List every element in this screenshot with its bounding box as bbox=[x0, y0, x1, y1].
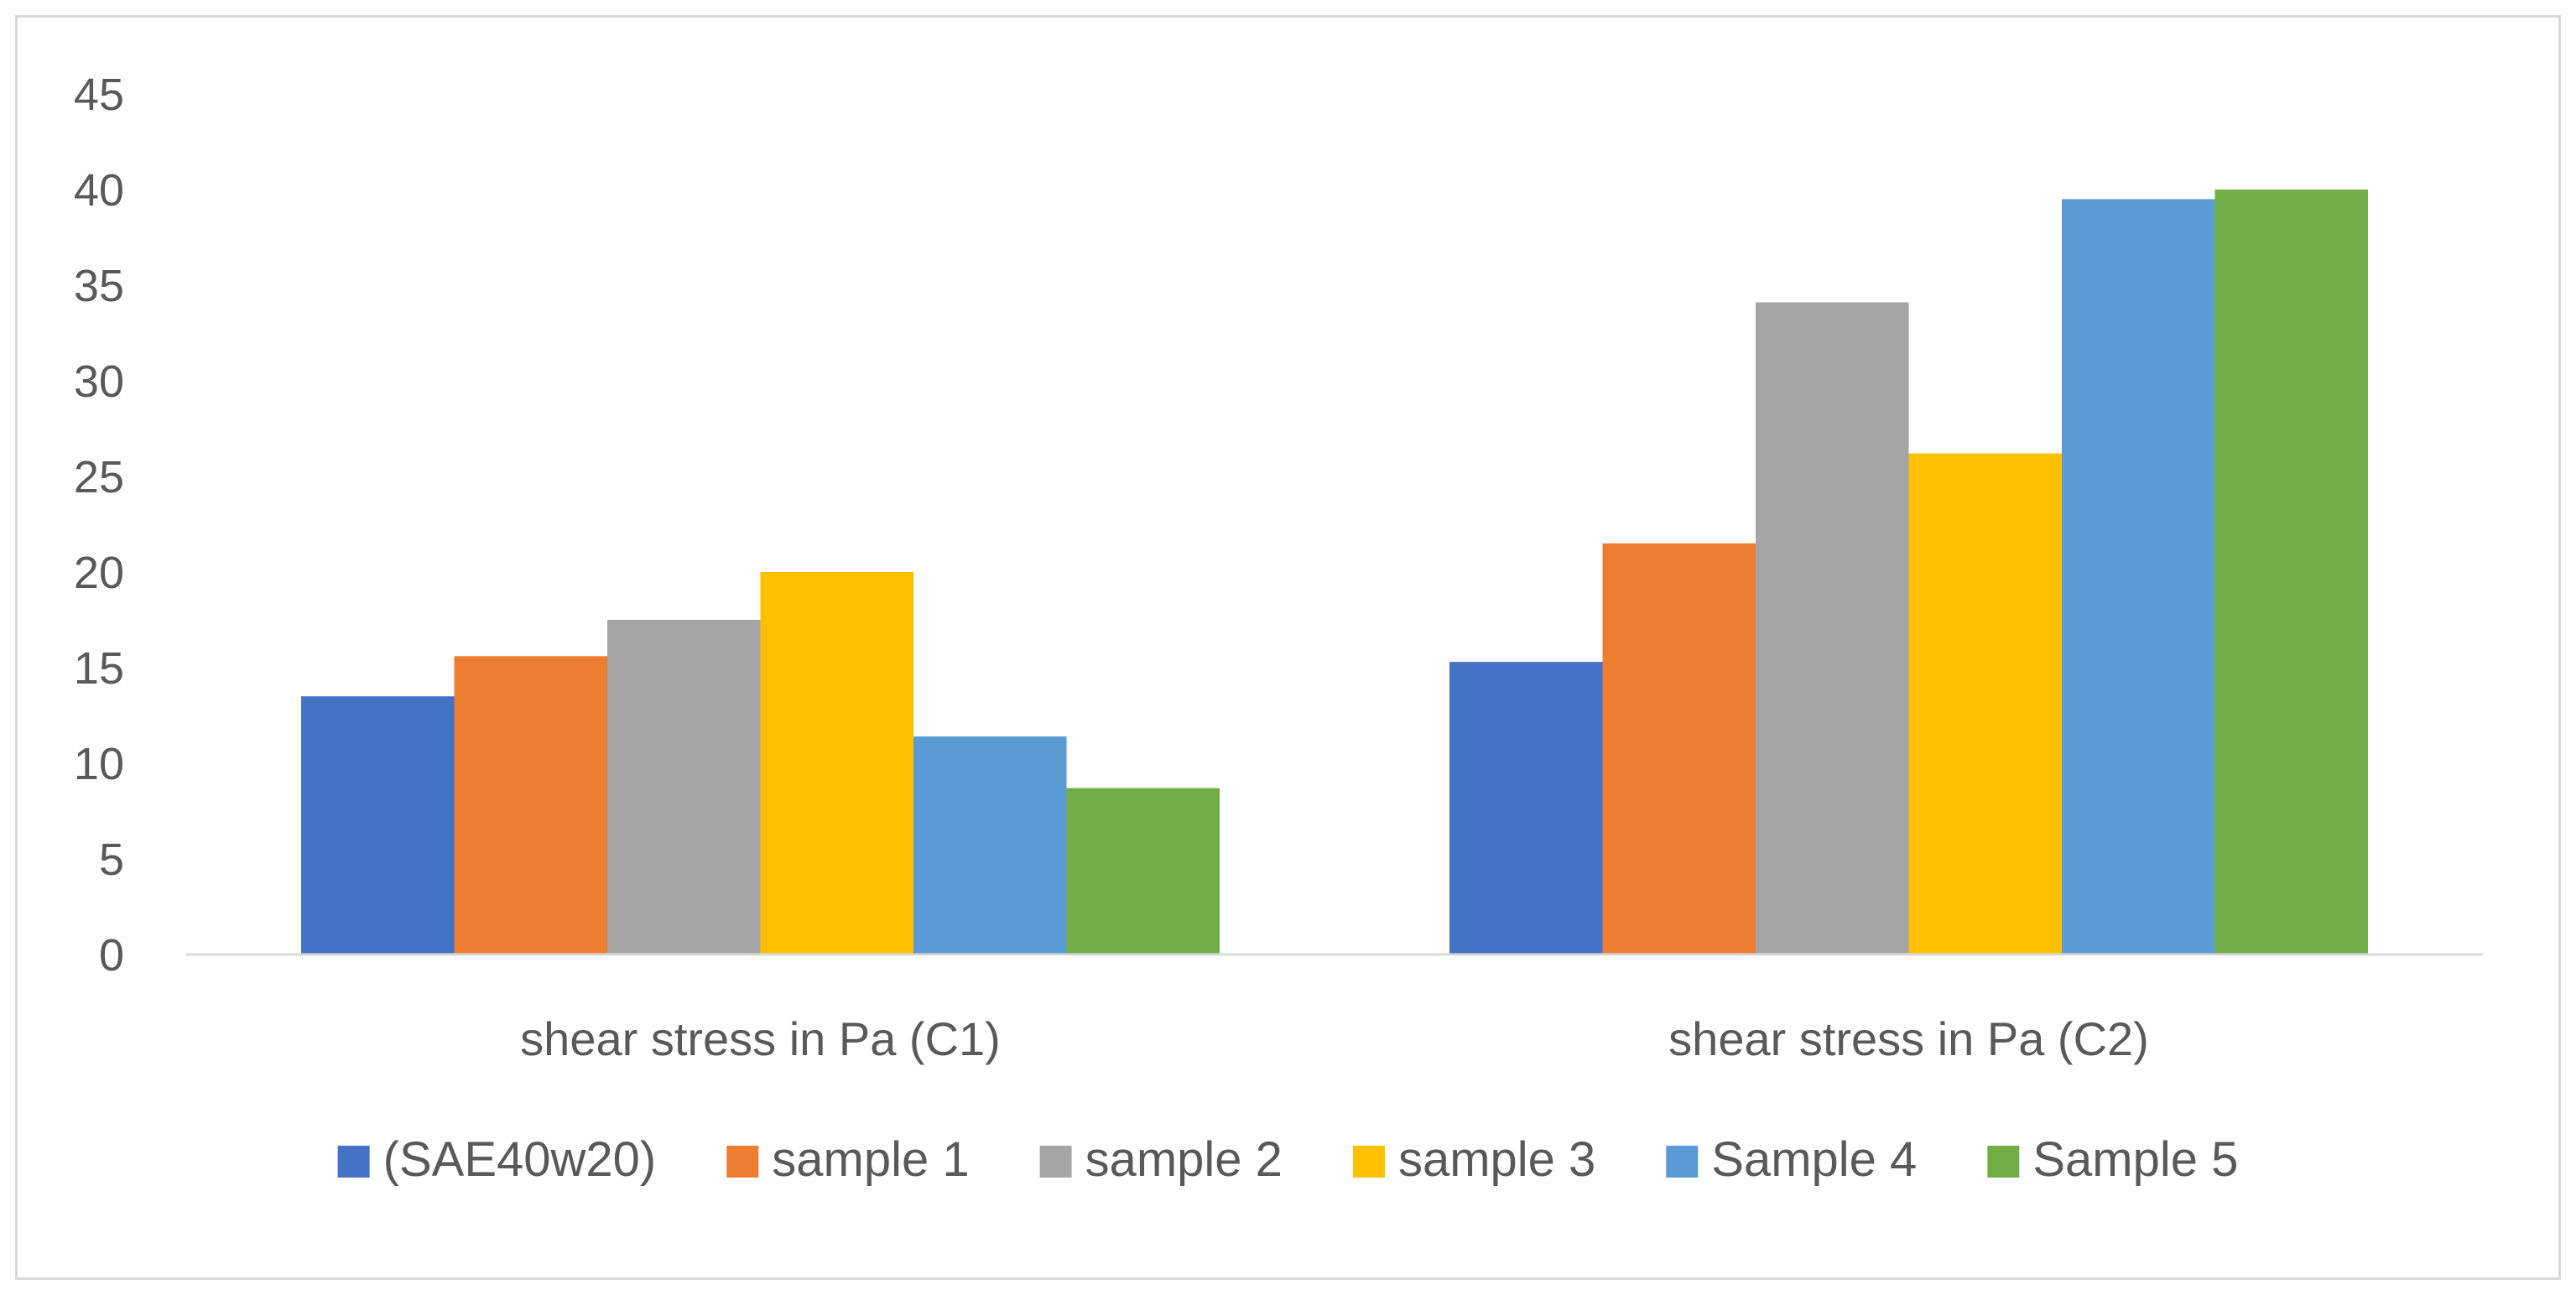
bar-sample-4-cat-1 bbox=[913, 736, 1067, 954]
y-axis-tick-labels: 0 5 10 15 20 25 30 35 40 45 bbox=[74, 70, 124, 980]
y-tick-label: 20 bbox=[74, 548, 124, 598]
x-category-label: shear stress in Pa (C1) bbox=[520, 1012, 1001, 1065]
legend-label: Sample 4 bbox=[1711, 1132, 1917, 1187]
legend-swatch bbox=[1352, 1146, 1385, 1178]
bar-sample-3-cat-2 bbox=[1908, 453, 2062, 954]
bar-sae40w20-cat-2 bbox=[1449, 662, 1603, 954]
legend-label: Sample 5 bbox=[2032, 1132, 2238, 1187]
legend-item: sample 3 bbox=[1352, 1132, 1595, 1187]
bar-sample-4-cat-2 bbox=[2062, 199, 2215, 954]
bar-sample-2-cat-1 bbox=[607, 620, 761, 954]
bar-sample-1-cat-2 bbox=[1602, 543, 1756, 954]
legend-item: sample 2 bbox=[1039, 1132, 1283, 1187]
y-tick-label: 10 bbox=[74, 739, 124, 789]
y-tick-label: 25 bbox=[74, 452, 124, 502]
bar-sae40w20-cat-1 bbox=[301, 696, 455, 954]
legend: (SAE40w20) sample 1 sample 2 sample 3 Sample… bbox=[337, 1132, 2238, 1187]
legend-label: (SAE40w20) bbox=[383, 1132, 657, 1187]
legend-label: sample 2 bbox=[1085, 1132, 1283, 1187]
legend-item: sample 1 bbox=[726, 1132, 970, 1187]
x-category-label: shear stress in Pa (C2) bbox=[1668, 1012, 2149, 1065]
bars bbox=[301, 190, 2368, 954]
legend-item: (SAE40w20) bbox=[337, 1132, 657, 1187]
y-tick-label: 40 bbox=[74, 165, 124, 216]
legend-item: Sample 4 bbox=[1666, 1132, 1917, 1187]
bar-sample-1-cat-1 bbox=[454, 656, 607, 954]
bar-sample-2-cat-2 bbox=[1756, 302, 1909, 954]
y-tick-label: 45 bbox=[74, 70, 124, 120]
y-tick-label: 15 bbox=[74, 643, 124, 694]
legend-swatch bbox=[1666, 1146, 1699, 1178]
category-labels: shear stress in Pa (C1) shear stress in P… bbox=[520, 1012, 2149, 1065]
y-tick-label: 30 bbox=[74, 356, 124, 407]
y-tick-label: 0 bbox=[99, 930, 124, 980]
y-tick-label: 5 bbox=[99, 835, 124, 885]
bar-sample-5-cat-2 bbox=[2214, 190, 2368, 954]
legend-swatch bbox=[337, 1146, 370, 1178]
legend-swatch bbox=[1987, 1146, 2020, 1178]
legend-item: Sample 5 bbox=[1987, 1132, 2238, 1187]
legend-label: sample 1 bbox=[772, 1132, 969, 1187]
legend-swatch bbox=[726, 1146, 759, 1178]
legend-swatch bbox=[1039, 1146, 1072, 1178]
bar-sample-5-cat-1 bbox=[1066, 788, 1220, 954]
legend-label: sample 3 bbox=[1398, 1132, 1595, 1187]
y-tick-label: 35 bbox=[74, 261, 124, 311]
bar-sample-3-cat-1 bbox=[760, 572, 913, 954]
